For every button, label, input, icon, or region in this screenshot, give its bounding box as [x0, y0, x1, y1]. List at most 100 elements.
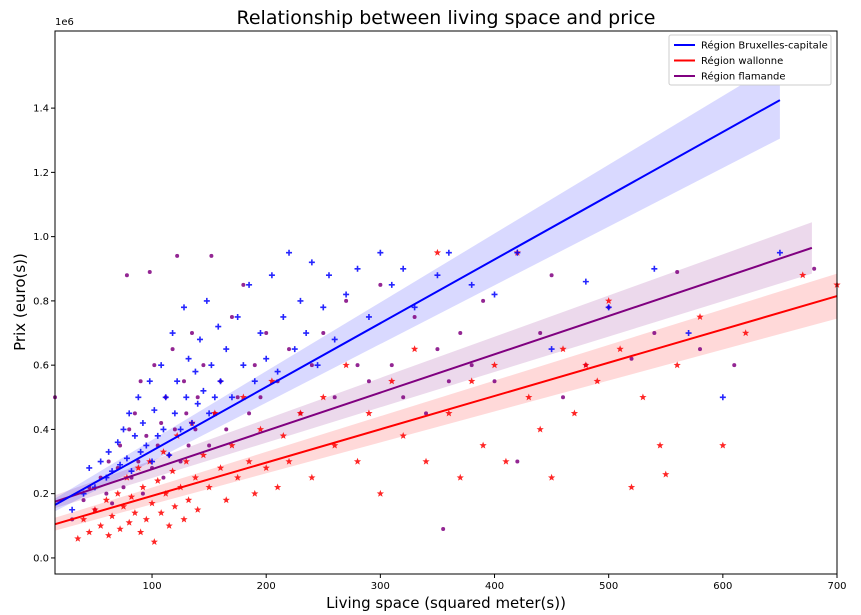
data-point	[189, 331, 194, 336]
data-point	[279, 432, 287, 439]
data-point	[165, 522, 173, 529]
data-point	[208, 362, 215, 369]
data-point	[514, 249, 521, 256]
data-point	[108, 512, 116, 520]
data-point	[127, 493, 136, 500]
data-point	[331, 441, 339, 449]
data-point	[343, 291, 350, 298]
data-point	[309, 363, 314, 368]
data-point	[139, 419, 146, 426]
data-point	[224, 427, 229, 432]
data-point	[685, 330, 692, 337]
data-point	[331, 336, 338, 343]
data-point	[173, 432, 181, 439]
regression-line	[54, 99, 781, 506]
confidence-band	[55, 222, 812, 509]
data-point	[280, 313, 287, 320]
data-point	[441, 527, 446, 532]
data-point	[131, 432, 138, 439]
data-point	[570, 409, 579, 417]
data-point	[342, 361, 350, 369]
data-point	[191, 473, 200, 481]
data-point	[321, 331, 326, 336]
data-point	[325, 272, 332, 279]
y-tick-label: 1.0	[33, 232, 49, 243]
data-point	[148, 499, 156, 507]
data-point	[69, 506, 76, 513]
x-tick-label: 400	[485, 581, 504, 592]
data-point	[389, 363, 394, 368]
data-point	[196, 336, 203, 343]
data-point	[235, 395, 240, 400]
data-point	[445, 249, 452, 256]
y-tick-label: 0.6	[33, 361, 49, 372]
data-point	[158, 362, 165, 369]
data-point	[399, 432, 407, 439]
data-point	[162, 489, 170, 497]
plot-area	[53, 61, 841, 545]
data-point	[160, 426, 167, 433]
y-axis-ticks: 0.0 0.2 0.4 0.6 0.8 1.0 1.2 1.4	[33, 104, 55, 564]
data-point	[696, 313, 704, 321]
data-point	[378, 282, 383, 287]
data-point	[479, 441, 487, 449]
data-point	[151, 407, 158, 414]
data-point	[200, 387, 207, 394]
x-tick-label: 600	[713, 581, 732, 592]
data-point	[132, 411, 137, 416]
data-point	[308, 259, 315, 266]
data-point	[548, 346, 555, 353]
data-point	[194, 505, 202, 513]
data-point	[209, 253, 214, 258]
data-point	[303, 330, 310, 337]
data-point	[799, 271, 807, 279]
data-point	[134, 464, 142, 472]
data-point	[434, 272, 441, 279]
data-point	[353, 457, 362, 465]
data-point	[192, 368, 199, 375]
data-point	[114, 439, 121, 446]
data-point	[170, 347, 175, 352]
data-point	[216, 464, 225, 472]
data-point	[268, 377, 276, 385]
data-point	[195, 395, 200, 400]
y-axis-offset-label: 1e6	[55, 17, 74, 28]
data-point	[239, 393, 247, 401]
data-point	[355, 363, 360, 368]
x-tick-label: 500	[599, 581, 618, 592]
data-point	[150, 538, 158, 545]
data-point	[319, 393, 327, 401]
data-point	[171, 410, 178, 417]
data-point	[131, 509, 139, 517]
data-point	[175, 253, 180, 258]
data-point	[228, 394, 235, 401]
regression-line	[54, 295, 838, 526]
data-point	[85, 528, 93, 536]
data-point	[142, 515, 150, 523]
data-point	[377, 249, 384, 256]
data-point	[433, 248, 442, 256]
data-point	[388, 377, 396, 385]
data-point	[211, 409, 219, 417]
data-point	[188, 419, 195, 426]
data-point	[400, 265, 407, 272]
data-point	[458, 331, 463, 336]
data-point	[662, 470, 670, 478]
x-tick-label: 100	[142, 581, 161, 592]
data-point	[125, 518, 133, 526]
data-point	[468, 281, 475, 288]
y-tick-label: 0.2	[33, 489, 49, 500]
data-point	[719, 394, 726, 401]
data-point	[223, 346, 230, 353]
data-point	[240, 362, 247, 369]
data-point	[673, 361, 681, 369]
data-point	[492, 379, 497, 384]
data-point	[344, 298, 349, 303]
data-point	[118, 443, 123, 448]
data-point	[314, 362, 321, 369]
data-point	[86, 464, 93, 471]
data-point	[177, 426, 184, 433]
data-point	[119, 502, 128, 510]
legend-box	[668, 34, 832, 86]
data-point	[251, 378, 258, 385]
